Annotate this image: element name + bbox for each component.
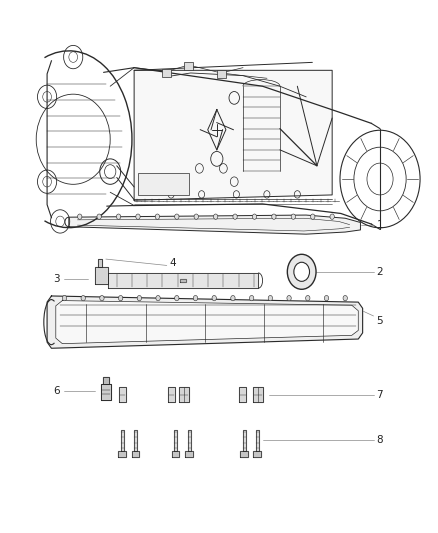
Circle shape bbox=[213, 214, 218, 219]
Polygon shape bbox=[131, 451, 139, 457]
Polygon shape bbox=[168, 387, 175, 402]
Circle shape bbox=[233, 214, 237, 219]
Polygon shape bbox=[95, 266, 108, 284]
Text: 4: 4 bbox=[169, 258, 176, 268]
Circle shape bbox=[194, 214, 198, 219]
Polygon shape bbox=[240, 387, 247, 402]
Polygon shape bbox=[180, 279, 186, 282]
Polygon shape bbox=[253, 451, 261, 457]
Text: 7: 7 bbox=[377, 390, 383, 400]
Bar bbox=[138, 173, 188, 195]
Polygon shape bbox=[120, 430, 124, 451]
Polygon shape bbox=[180, 387, 189, 402]
Circle shape bbox=[324, 295, 328, 301]
Bar bbox=[184, 62, 193, 70]
Polygon shape bbox=[240, 451, 248, 457]
Circle shape bbox=[118, 295, 123, 301]
Polygon shape bbox=[103, 377, 109, 384]
Circle shape bbox=[287, 254, 316, 289]
Polygon shape bbox=[243, 430, 246, 451]
Text: 1: 1 bbox=[377, 220, 383, 230]
Polygon shape bbox=[134, 430, 137, 451]
Polygon shape bbox=[174, 430, 177, 451]
Circle shape bbox=[287, 295, 291, 301]
Polygon shape bbox=[255, 430, 259, 451]
Polygon shape bbox=[108, 273, 258, 288]
Polygon shape bbox=[253, 387, 263, 402]
Circle shape bbox=[268, 295, 272, 301]
Circle shape bbox=[155, 214, 159, 219]
Circle shape bbox=[212, 295, 216, 301]
Polygon shape bbox=[56, 301, 358, 344]
Polygon shape bbox=[101, 384, 111, 400]
Circle shape bbox=[62, 295, 67, 301]
Circle shape bbox=[291, 214, 296, 219]
Circle shape bbox=[137, 295, 141, 301]
Circle shape bbox=[343, 295, 347, 301]
Text: 8: 8 bbox=[377, 435, 383, 446]
Circle shape bbox=[81, 295, 85, 301]
Circle shape bbox=[294, 262, 310, 281]
Circle shape bbox=[193, 295, 198, 301]
Polygon shape bbox=[172, 451, 180, 457]
Polygon shape bbox=[187, 430, 191, 451]
Circle shape bbox=[156, 295, 160, 301]
Circle shape bbox=[175, 295, 179, 301]
Circle shape bbox=[100, 295, 104, 301]
Circle shape bbox=[250, 295, 254, 301]
Bar bbox=[217, 70, 226, 78]
Polygon shape bbox=[185, 451, 193, 457]
Circle shape bbox=[97, 214, 101, 219]
Circle shape bbox=[231, 295, 235, 301]
Text: 3: 3 bbox=[53, 274, 60, 284]
Text: 5: 5 bbox=[377, 316, 383, 326]
Polygon shape bbox=[98, 259, 102, 266]
Polygon shape bbox=[118, 451, 126, 457]
Circle shape bbox=[311, 214, 315, 219]
Circle shape bbox=[306, 295, 310, 301]
Circle shape bbox=[330, 214, 334, 219]
Polygon shape bbox=[134, 70, 332, 200]
Circle shape bbox=[252, 214, 257, 219]
Circle shape bbox=[117, 214, 121, 219]
Circle shape bbox=[272, 214, 276, 219]
Polygon shape bbox=[119, 387, 126, 402]
Circle shape bbox=[78, 214, 82, 219]
Polygon shape bbox=[47, 296, 363, 348]
Text: 6: 6 bbox=[53, 385, 60, 395]
Polygon shape bbox=[69, 215, 360, 234]
Bar bbox=[162, 69, 171, 77]
Circle shape bbox=[136, 214, 140, 219]
Circle shape bbox=[175, 214, 179, 219]
Text: 2: 2 bbox=[377, 267, 383, 277]
